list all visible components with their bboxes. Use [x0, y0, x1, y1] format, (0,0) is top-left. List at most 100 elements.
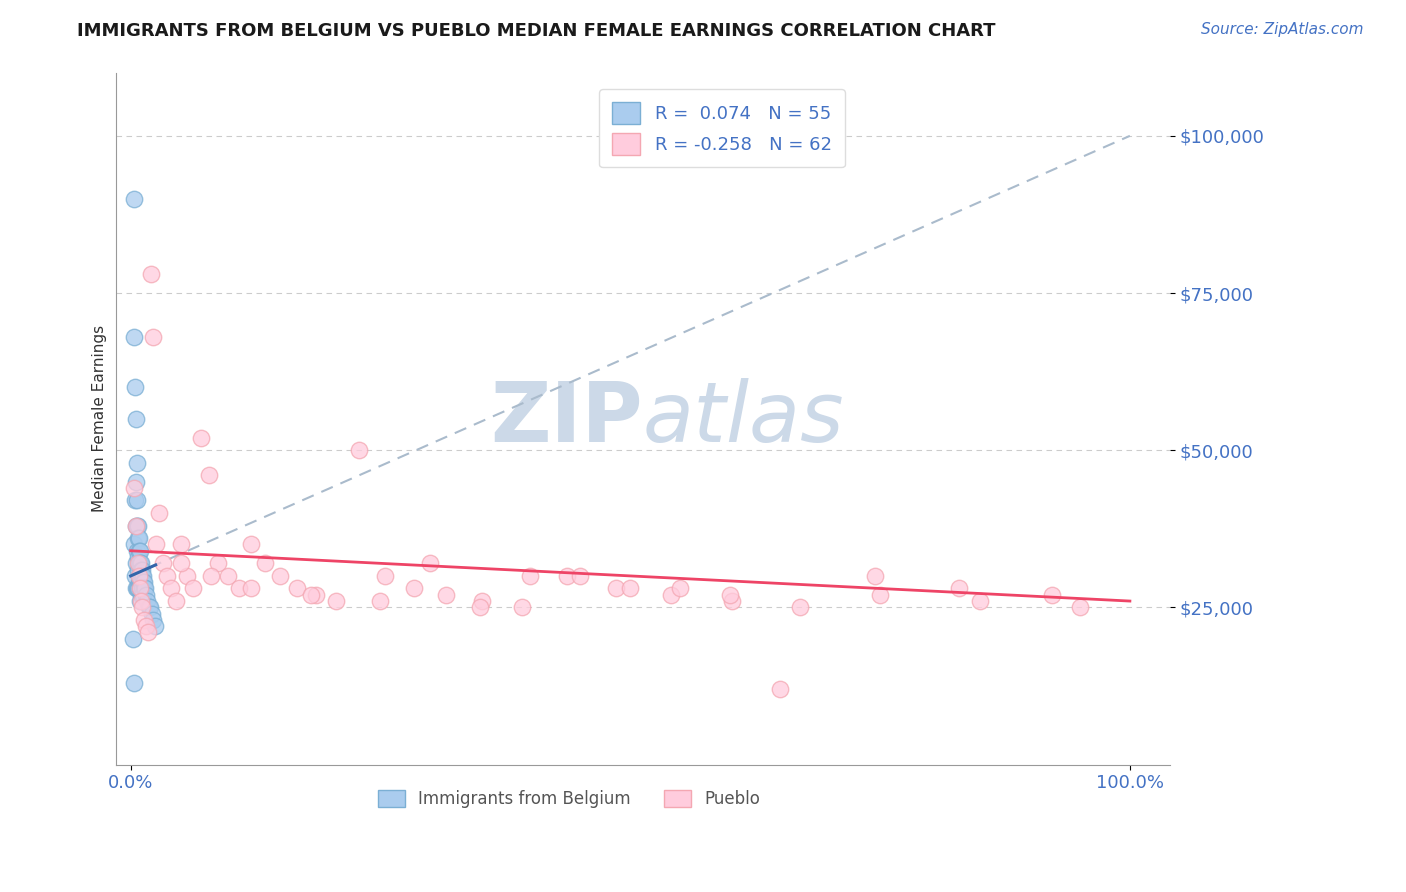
- Point: [125, 518, 148, 533]
- Point: [131, 582, 153, 596]
- Point: [148, 506, 170, 520]
- Point: [139, 267, 162, 281]
- Point: [122, 330, 145, 344]
- Point: [131, 569, 153, 583]
- Point: [718, 588, 741, 602]
- Point: [131, 588, 153, 602]
- Point: [605, 582, 627, 596]
- Point: [134, 582, 156, 596]
- Point: [207, 557, 229, 571]
- Point: [128, 594, 150, 608]
- Point: [419, 557, 441, 571]
- Point: [129, 594, 152, 608]
- Point: [132, 613, 155, 627]
- Point: [125, 582, 148, 596]
- Point: [239, 582, 262, 596]
- Point: [128, 543, 150, 558]
- Text: Source: ZipAtlas.com: Source: ZipAtlas.com: [1201, 22, 1364, 37]
- Point: [136, 625, 159, 640]
- Point: [124, 518, 146, 533]
- Point: [669, 582, 692, 596]
- Point: [285, 582, 308, 596]
- Point: [228, 582, 250, 596]
- Point: [127, 582, 149, 596]
- Point: [141, 607, 163, 621]
- Point: [121, 632, 143, 646]
- Point: [124, 569, 146, 583]
- Point: [197, 468, 219, 483]
- Point: [125, 543, 148, 558]
- Point: [129, 575, 152, 590]
- Point: [131, 563, 153, 577]
- Point: [131, 588, 153, 602]
- Point: [269, 569, 291, 583]
- Y-axis label: Median Female Earnings: Median Female Earnings: [93, 326, 107, 512]
- Point: [190, 431, 212, 445]
- Point: [404, 582, 426, 596]
- Point: [128, 575, 150, 590]
- Point: [128, 575, 150, 590]
- Point: [124, 557, 146, 571]
- Point: [132, 575, 155, 590]
- Point: [512, 600, 534, 615]
- Point: [129, 557, 152, 571]
- Point: [128, 569, 150, 583]
- Point: [769, 682, 792, 697]
- Point: [125, 493, 148, 508]
- Point: [156, 569, 179, 583]
- Point: [349, 443, 371, 458]
- Point: [239, 537, 262, 551]
- Point: [127, 518, 149, 533]
- Point: [135, 619, 157, 633]
- Point: [1069, 600, 1091, 615]
- Point: [299, 588, 322, 602]
- Point: [135, 588, 157, 602]
- Point: [122, 481, 145, 495]
- Point: [142, 613, 165, 627]
- Point: [131, 575, 153, 590]
- Point: [127, 549, 149, 564]
- Legend: Immigrants from Belgium, Pueblo: Immigrants from Belgium, Pueblo: [371, 783, 766, 815]
- Point: [789, 600, 811, 615]
- Point: [143, 619, 166, 633]
- Point: [128, 557, 150, 571]
- Point: [659, 588, 682, 602]
- Point: [129, 588, 152, 602]
- Point: [471, 594, 494, 608]
- Point: [124, 582, 146, 596]
- Point: [138, 600, 160, 615]
- Point: [127, 531, 149, 545]
- Point: [132, 582, 155, 596]
- Point: [304, 588, 326, 602]
- Point: [200, 569, 222, 583]
- Text: IMMIGRANTS FROM BELGIUM VS PUEBLO MEDIAN FEMALE EARNINGS CORRELATION CHART: IMMIGRANTS FROM BELGIUM VS PUEBLO MEDIAN…: [77, 22, 995, 40]
- Point: [124, 411, 146, 425]
- Point: [169, 557, 191, 571]
- Point: [127, 557, 149, 571]
- Point: [122, 537, 145, 551]
- Point: [619, 582, 641, 596]
- Point: [128, 531, 150, 545]
- Point: [1040, 588, 1063, 602]
- Point: [217, 569, 239, 583]
- Point: [124, 493, 146, 508]
- Point: [436, 588, 458, 602]
- Text: ZIP: ZIP: [491, 378, 643, 459]
- Point: [176, 569, 198, 583]
- Point: [124, 380, 146, 394]
- Point: [253, 557, 276, 571]
- Point: [128, 557, 150, 571]
- Point: [159, 582, 181, 596]
- Point: [721, 594, 744, 608]
- Point: [519, 569, 541, 583]
- Point: [145, 537, 167, 551]
- Point: [374, 569, 396, 583]
- Point: [555, 569, 578, 583]
- Text: atlas: atlas: [643, 378, 845, 459]
- Point: [125, 456, 148, 470]
- Point: [569, 569, 592, 583]
- Point: [169, 537, 191, 551]
- Point: [128, 582, 150, 596]
- Point: [131, 600, 153, 615]
- Point: [128, 543, 150, 558]
